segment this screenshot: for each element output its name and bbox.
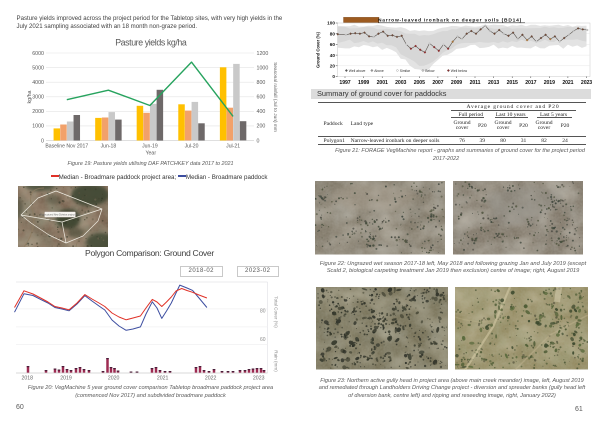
- svg-text:2017: 2017: [525, 80, 536, 86]
- svg-text:2001: 2001: [377, 80, 388, 86]
- svg-text:2005: 2005: [414, 80, 425, 86]
- svg-text:Total Cover (%): Total Cover (%): [274, 296, 279, 328]
- svg-text:Baseline Nov 2017: Baseline Nov 2017: [45, 144, 88, 150]
- svg-text:2000: 2000: [32, 109, 44, 115]
- svg-text:2021: 2021: [562, 80, 573, 86]
- svg-text:Jun-18: Jun-18: [101, 144, 117, 150]
- svg-text:800: 800: [257, 80, 266, 86]
- svg-text:2021: 2021: [157, 376, 169, 382]
- svg-text:Well above: Well above: [349, 69, 366, 73]
- svg-text:Well below: Well below: [451, 69, 468, 73]
- svg-text:2019: 2019: [544, 80, 555, 86]
- svg-text:2023: 2023: [581, 80, 592, 86]
- svg-text:600: 600: [257, 95, 266, 101]
- svg-text:Rain (mm): Rain (mm): [274, 350, 279, 372]
- svg-text:400: 400: [257, 109, 266, 115]
- svg-text:Pasture yields kg/ha: Pasture yields kg/ha: [115, 38, 187, 48]
- svg-text:2007: 2007: [432, 80, 443, 86]
- svg-text:2023: 2023: [253, 376, 265, 382]
- svg-text:0: 0: [41, 138, 44, 144]
- svg-text:60: 60: [260, 337, 266, 343]
- svg-text:1999: 1999: [358, 80, 369, 86]
- svg-text:2022: 2022: [205, 376, 217, 382]
- svg-text:2019: 2019: [60, 376, 72, 382]
- svg-text:Seasonal rainfall (Jul to Jun): Seasonal rainfall (Jul to Jun) mm: [272, 62, 278, 132]
- svg-text:2009: 2009: [451, 80, 462, 86]
- svg-text:2011: 2011: [470, 80, 481, 86]
- svg-text:kg/ha: kg/ha: [27, 90, 33, 103]
- svg-text:Jul-20: Jul-20: [185, 144, 199, 150]
- svg-text:Below: Below: [425, 69, 435, 73]
- svg-text:Year: Year: [145, 151, 156, 157]
- svg-text:100: 100: [327, 21, 335, 26]
- svg-text:1000: 1000: [32, 124, 44, 130]
- svg-text:20: 20: [330, 64, 336, 69]
- svg-text:Similar: Similar: [400, 69, 411, 73]
- svg-text:80: 80: [330, 31, 336, 36]
- svg-text:40: 40: [330, 53, 336, 58]
- svg-text:80: 80: [260, 308, 266, 314]
- svg-text:2020: 2020: [108, 376, 120, 382]
- svg-text:Jul-21: Jul-21: [226, 144, 240, 150]
- svg-text:6000: 6000: [32, 51, 44, 57]
- svg-text:2003: 2003: [395, 80, 406, 86]
- svg-text:1000: 1000: [257, 65, 269, 71]
- svg-text:Above: Above: [374, 69, 384, 73]
- svg-text:2015: 2015: [507, 80, 518, 86]
- svg-text:Ground Cover (%): Ground Cover (%): [316, 31, 321, 67]
- svg-text:200: 200: [257, 124, 266, 130]
- svg-text:Jun-19: Jun-19: [142, 144, 158, 150]
- svg-text:0: 0: [257, 138, 260, 144]
- svg-text:5000: 5000: [32, 65, 44, 71]
- svg-text:Narrow-leaved ironbark on deep: Narrow-leaved ironbark on deeper soils (…: [378, 18, 522, 24]
- svg-text:1997: 1997: [339, 80, 350, 86]
- svg-text:0: 0: [332, 74, 335, 79]
- svg-text:3000: 3000: [32, 95, 44, 101]
- svg-text:2013: 2013: [488, 80, 499, 86]
- svg-text:60: 60: [330, 42, 336, 47]
- svg-text:Restructured New Division proj: Restructured New Division project area: [40, 214, 81, 217]
- svg-text:4000: 4000: [32, 80, 44, 86]
- svg-text:2018: 2018: [22, 376, 34, 382]
- svg-text:1200: 1200: [257, 51, 269, 57]
